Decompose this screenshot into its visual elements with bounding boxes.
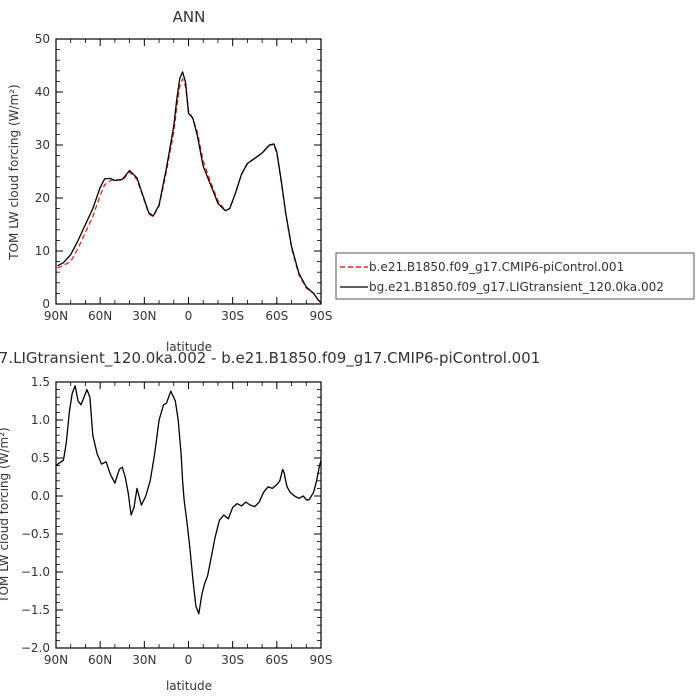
top-plot-xtick-label: 30S xyxy=(221,309,244,323)
bottom-plot-axes: −2.0 −1.5 −1.0 −0.5 0.0 0.5 1.0 1.5 90N 60N 30N 0 30… xyxy=(21,375,333,667)
bottom-plot-ytick-label: −1.0 xyxy=(21,565,50,579)
top-plot-xlabel: latitude xyxy=(166,340,212,354)
bottom-plot-xtick-label: 30N xyxy=(132,653,156,667)
legend-box xyxy=(335,252,695,300)
top-plot-ylabel: TOM LW cloud forcing (W/m²) xyxy=(7,84,21,261)
bottom-plot-ytick-label: −2.0 xyxy=(21,641,50,655)
top-plot-ytick-label: 0 xyxy=(42,297,50,311)
bottom-plot-ytick-label: 0.0 xyxy=(31,489,50,503)
top-plot-axes: 0 10 20 30 40 50 90N 60N 30N 0 30S 60S 90S xyxy=(35,32,333,323)
top-plot-ytick-label: 40 xyxy=(35,85,50,99)
bottom-plot-xtick-label: 60S xyxy=(265,653,288,667)
bottom-plot-title: bg.e21.B1850.f09_g17.LIGtransient_120.0k… xyxy=(0,349,540,368)
bottom-plot-xtick-label: 30S xyxy=(221,653,244,667)
top-plot-xtick-label: 90S xyxy=(310,309,333,323)
top-plot-ytick-label: 50 xyxy=(35,32,50,46)
bottom-plot-xtick-label: 60N xyxy=(88,653,112,667)
top-plot: ANN latitude TOM LW cloud forcing (W/m²)… xyxy=(7,8,332,354)
top-plot-xtick-label: 60S xyxy=(265,309,288,323)
bottom-plot-ytick-label: 1.5 xyxy=(31,375,50,389)
legend-entry-1: bg.e21.B1850.f09_g17.LIGtransient_120.0k… xyxy=(369,280,664,294)
bottom-plot-frame xyxy=(55,381,322,649)
bottom-plot-ylabel: TOM LW cloud forcing (W/m²) xyxy=(0,427,11,604)
legend-entry-0: b.e21.B1850.f09_g17.CMIP6-piControl.001 xyxy=(369,260,624,274)
top-plot-xtick-label: 90N xyxy=(44,309,68,323)
bottom-plot: bg.e21.B1850.f09_g17.LIGtransient_120.0k… xyxy=(0,349,540,693)
top-plot-series-line-0 xyxy=(57,78,322,303)
top-plot-xtick-label: 0 xyxy=(185,309,193,323)
bottom-plot-xlabel: latitude xyxy=(166,679,212,693)
top-plot-series xyxy=(57,71,322,304)
top-plot-title: ANN xyxy=(173,8,206,26)
bottom-plot-ytick-label: −1.5 xyxy=(21,603,50,617)
top-plot-xtick-label: 60N xyxy=(88,309,112,323)
bottom-plot-ytick-label: 1.0 xyxy=(31,413,50,427)
bottom-plot-xtick-label: 90S xyxy=(310,653,333,667)
bottom-plot-series xyxy=(55,385,322,615)
bottom-plot-series-line-0 xyxy=(55,385,322,615)
bottom-plot-ytick-label: −0.5 xyxy=(21,527,50,541)
top-plot-xtick-label: 30N xyxy=(132,309,156,323)
top-plot-ytick-label: 20 xyxy=(35,191,50,205)
bottom-plot-xtick-label: 90N xyxy=(44,653,68,667)
bottom-plot-xtick-label: 0 xyxy=(185,653,193,667)
bottom-plot-ytick-label: 0.5 xyxy=(31,451,50,465)
top-plot-frame xyxy=(55,38,322,305)
top-plot-ytick-label: 10 xyxy=(35,244,50,258)
legend: b.e21.B1850.f09_g17.CMIP6-piControl.001 … xyxy=(335,252,695,300)
top-plot-ytick-label: 30 xyxy=(35,138,50,152)
top-plot-series-line-1 xyxy=(57,71,322,304)
